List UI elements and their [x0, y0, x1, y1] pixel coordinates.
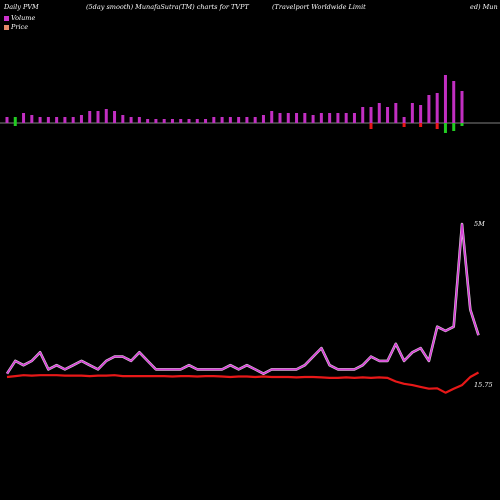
volume-bar	[377, 103, 381, 123]
volume-bar	[419, 105, 423, 123]
price-bar	[452, 123, 456, 131]
volume-bar	[452, 81, 456, 123]
volume-bar	[195, 119, 199, 123]
chart-header-left: Daily PVM	[4, 3, 39, 11]
volume-bar	[46, 117, 50, 123]
volume-bar	[88, 111, 92, 123]
volume-bar	[410, 103, 414, 123]
volume-bar	[179, 119, 183, 123]
volume-bar	[146, 119, 150, 123]
price-bar	[13, 123, 17, 126]
price-bar	[460, 123, 464, 126]
volume-bar	[170, 119, 174, 123]
volume-bar	[121, 115, 125, 123]
volume-bar	[13, 117, 17, 123]
volume-bar	[295, 113, 299, 123]
price-bar	[419, 123, 423, 127]
volume-bar	[104, 109, 108, 123]
volume-last-label: 5M	[474, 220, 485, 228]
volume-line	[6, 223, 480, 375]
volume-bar	[137, 117, 141, 123]
chart-header-right: (Travelport Worldwide Limit	[272, 3, 366, 11]
volume-bar	[55, 117, 59, 123]
volume-bar	[245, 117, 249, 123]
volume-bar	[187, 119, 191, 123]
volume-bar	[319, 113, 323, 123]
volume-bar	[253, 117, 257, 123]
legend-price-label: Price	[11, 23, 29, 31]
volume-bar	[369, 107, 373, 123]
volume-bar	[113, 111, 117, 123]
volume-bar	[278, 113, 282, 123]
volume-bar	[71, 117, 75, 123]
legend-price-swatch	[4, 24, 9, 30]
volume-bar	[386, 107, 390, 123]
volume-bar	[204, 119, 208, 123]
legend-volume-label: Volume	[11, 14, 36, 22]
volume-bar	[427, 95, 431, 123]
volume-bar	[344, 113, 348, 123]
price-last-label: 15.75	[474, 381, 493, 389]
volume-bar	[5, 117, 9, 123]
volume-bar	[435, 93, 439, 123]
volume-bar	[237, 117, 241, 123]
volume-bar	[328, 113, 332, 123]
price-bar	[435, 123, 439, 129]
volume-bar	[460, 91, 464, 123]
legend-volume: Volume	[4, 14, 35, 22]
price-line	[6, 371, 480, 394]
volume-bar	[96, 111, 100, 123]
volume-bar	[286, 113, 290, 123]
volume-bar	[443, 75, 447, 123]
volume-bar	[22, 113, 26, 123]
volume-bar	[129, 117, 133, 123]
volume-bar	[336, 113, 340, 123]
volume-bar	[303, 113, 307, 123]
volume-bar	[30, 115, 34, 123]
volume-bar	[228, 117, 232, 123]
price-bar	[443, 123, 447, 133]
volume-bar	[63, 117, 67, 123]
volume-bar	[162, 119, 166, 123]
price-bar	[369, 123, 373, 129]
volume-bar	[352, 113, 356, 123]
legend-volume-swatch	[4, 15, 9, 21]
volume-bar	[212, 117, 216, 123]
volume-bar	[394, 103, 398, 123]
volume-bar	[311, 115, 315, 123]
legend-price: Price	[4, 23, 28, 31]
volume-line-halo	[5, 222, 480, 376]
volume-bar	[38, 117, 42, 123]
volume-bar	[79, 115, 83, 123]
volume-bar	[261, 115, 265, 123]
volume-bar	[361, 107, 365, 123]
price-bar	[402, 123, 406, 127]
volume-bar	[270, 111, 274, 123]
chart-header-far-right: ed) Mun	[470, 3, 498, 11]
volume-bar	[402, 117, 406, 123]
chart-header-center: (5day smooth) MunafaSutra(TM) charts for…	[86, 3, 249, 11]
volume-bar	[154, 119, 158, 123]
volume-bar	[220, 117, 224, 123]
